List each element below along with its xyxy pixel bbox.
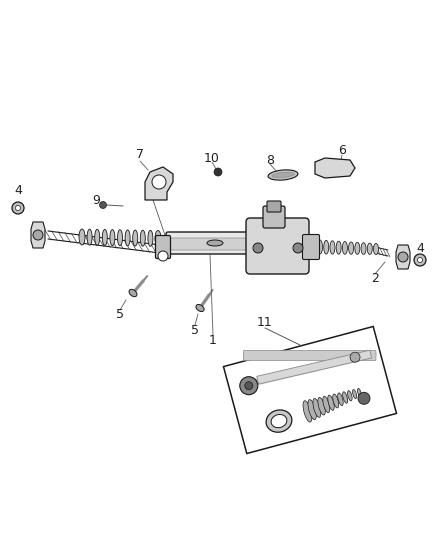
Circle shape (152, 175, 166, 189)
Ellipse shape (196, 304, 204, 312)
Circle shape (158, 251, 168, 261)
Circle shape (99, 201, 106, 208)
Ellipse shape (117, 230, 123, 246)
Circle shape (12, 202, 24, 214)
Ellipse shape (313, 399, 321, 417)
Polygon shape (257, 350, 372, 384)
FancyBboxPatch shape (155, 236, 170, 259)
Circle shape (214, 168, 222, 176)
Polygon shape (315, 158, 355, 178)
Ellipse shape (349, 242, 353, 254)
FancyBboxPatch shape (166, 232, 255, 254)
Ellipse shape (338, 393, 343, 406)
Text: 6: 6 (338, 143, 346, 157)
Text: 1: 1 (209, 334, 217, 346)
Text: 5: 5 (116, 309, 124, 321)
Ellipse shape (129, 289, 137, 297)
Text: 4: 4 (14, 183, 22, 197)
Ellipse shape (343, 392, 348, 403)
Ellipse shape (155, 230, 161, 246)
Ellipse shape (87, 229, 92, 245)
FancyBboxPatch shape (246, 218, 309, 274)
Polygon shape (396, 245, 410, 269)
Text: 4: 4 (416, 241, 424, 254)
Ellipse shape (140, 230, 145, 246)
Circle shape (350, 352, 360, 362)
Ellipse shape (318, 240, 322, 254)
Ellipse shape (318, 398, 325, 415)
Ellipse shape (308, 400, 316, 419)
Ellipse shape (323, 396, 330, 413)
Circle shape (358, 392, 370, 405)
Circle shape (240, 377, 258, 395)
Ellipse shape (110, 230, 115, 246)
Ellipse shape (361, 243, 366, 254)
Text: 8: 8 (266, 154, 274, 166)
Ellipse shape (102, 229, 107, 246)
Ellipse shape (125, 230, 130, 246)
Polygon shape (31, 222, 45, 248)
Ellipse shape (95, 229, 100, 245)
Ellipse shape (330, 241, 335, 254)
Ellipse shape (353, 390, 357, 399)
Ellipse shape (133, 230, 138, 246)
Ellipse shape (266, 410, 292, 432)
Text: 11: 11 (257, 316, 273, 328)
Circle shape (417, 257, 423, 262)
Ellipse shape (355, 243, 360, 254)
Ellipse shape (367, 243, 372, 254)
FancyBboxPatch shape (244, 351, 376, 360)
Ellipse shape (343, 241, 347, 254)
Circle shape (293, 243, 303, 253)
Text: 10: 10 (204, 151, 220, 165)
Text: 5: 5 (191, 324, 199, 336)
Ellipse shape (336, 241, 341, 254)
Circle shape (398, 252, 408, 262)
Circle shape (15, 206, 21, 211)
FancyBboxPatch shape (167, 238, 311, 250)
Circle shape (245, 382, 253, 390)
Polygon shape (223, 327, 396, 454)
Ellipse shape (357, 389, 361, 396)
Ellipse shape (333, 394, 339, 408)
Circle shape (253, 243, 263, 253)
Text: 2: 2 (371, 271, 379, 285)
Ellipse shape (207, 240, 223, 246)
FancyBboxPatch shape (263, 206, 285, 228)
Circle shape (414, 254, 426, 266)
Polygon shape (145, 167, 173, 200)
Ellipse shape (374, 244, 378, 254)
Ellipse shape (328, 395, 334, 410)
Circle shape (33, 230, 43, 240)
Ellipse shape (324, 240, 329, 254)
FancyBboxPatch shape (303, 235, 319, 260)
Ellipse shape (268, 170, 298, 180)
Ellipse shape (272, 172, 294, 177)
Ellipse shape (79, 229, 85, 245)
Text: 9: 9 (92, 193, 100, 206)
FancyBboxPatch shape (267, 201, 281, 212)
Ellipse shape (348, 391, 352, 401)
Ellipse shape (271, 415, 287, 427)
Ellipse shape (148, 230, 153, 246)
Ellipse shape (303, 401, 312, 422)
Text: 7: 7 (136, 149, 144, 161)
